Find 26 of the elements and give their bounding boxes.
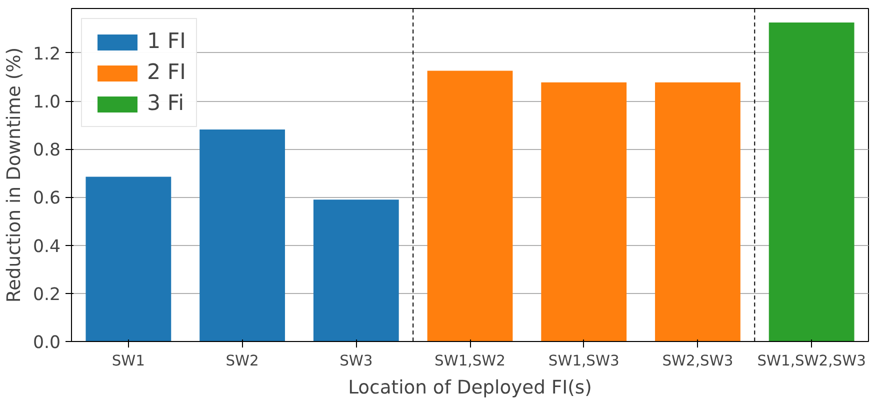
x-tick-label: SW2 — [226, 352, 259, 370]
legend-label: 3 Fi — [147, 91, 184, 116]
legend-label: 1 FI — [147, 29, 186, 54]
legend-label: 2 FI — [147, 60, 186, 85]
y-tick-label: 0.4 — [32, 236, 61, 257]
bar — [427, 70, 513, 342]
x-tick-label: SW1,SW2 — [434, 352, 506, 370]
x-tick-label: SW3 — [340, 352, 373, 370]
bar — [313, 200, 399, 342]
y-tick-label: 0.2 — [32, 284, 61, 305]
bar — [541, 82, 627, 342]
y-tick-label: 0.8 — [32, 140, 61, 161]
y-tick-label: 0.0 — [32, 333, 61, 353]
x-axis-title: Location of Deployed FI(s) — [348, 378, 592, 398]
y-tick-label: 1.2 — [32, 44, 61, 64]
x-tick-label: SW1,SW3 — [548, 352, 620, 370]
bar — [768, 22, 854, 342]
x-tick-label: SW1,SW2,SW3 — [757, 352, 866, 370]
bar — [200, 129, 285, 342]
x-tick-label: SW2,SW3 — [662, 352, 734, 370]
y-tick-label: 1.0 — [32, 92, 61, 113]
y-tick-label: 0.6 — [32, 188, 61, 209]
bar — [655, 82, 740, 342]
x-tick-label: SW1 — [112, 352, 145, 370]
bar — [86, 176, 172, 342]
y-axis-title: Reduction in Downtime (%) — [4, 47, 25, 303]
